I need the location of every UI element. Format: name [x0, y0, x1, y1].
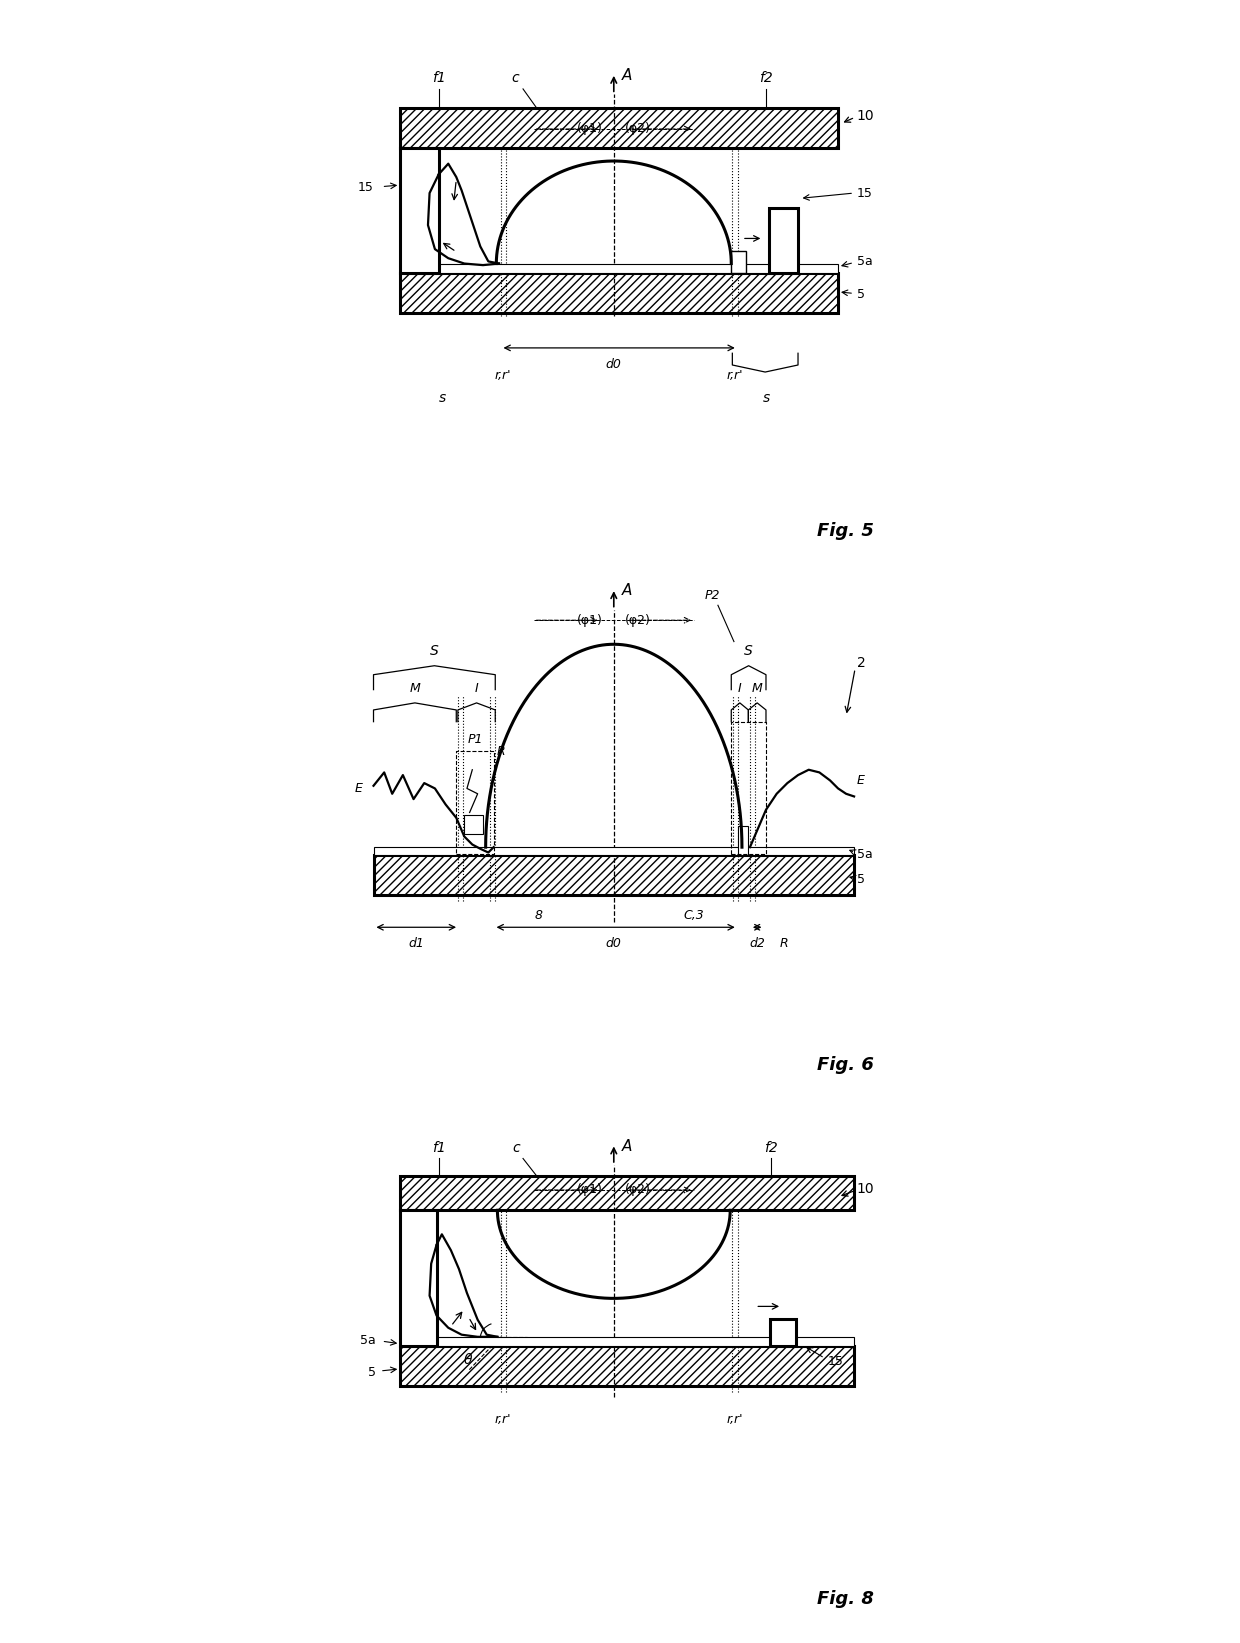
Text: 5: 5	[368, 1365, 376, 1378]
Text: s: s	[763, 391, 770, 404]
Text: A: A	[621, 583, 632, 598]
Text: P2: P2	[704, 588, 720, 601]
Text: S: S	[744, 644, 753, 657]
Text: M: M	[751, 682, 763, 695]
Text: f1: f1	[432, 71, 445, 85]
Bar	[401, 1211, 436, 1347]
Bar	[401, 273, 838, 314]
Text: R: R	[496, 744, 505, 757]
Text: θ: θ	[464, 1352, 471, 1367]
Text: P1: P1	[467, 733, 482, 746]
Text: 15: 15	[857, 187, 873, 199]
Bar	[401, 1176, 854, 1211]
Text: 8: 8	[534, 909, 543, 922]
Text: (φ2): (φ2)	[625, 1183, 650, 1196]
Text: R: R	[779, 937, 787, 950]
Bar	[373, 854, 854, 895]
Text: (φ1): (φ1)	[578, 614, 603, 626]
Text: (φ2): (φ2)	[625, 614, 650, 626]
Bar	[769, 209, 799, 273]
Text: (φ1): (φ1)	[578, 1183, 603, 1196]
Text: r,r': r,r'	[727, 370, 743, 383]
Text: C,3: C,3	[683, 909, 704, 922]
Text: Fig. 5: Fig. 5	[817, 522, 874, 541]
Text: 2: 2	[857, 656, 866, 670]
Text: 5a: 5a	[857, 848, 873, 861]
Bar	[770, 1319, 796, 1347]
Text: r,r': r,r'	[495, 1413, 512, 1426]
Text: 10: 10	[857, 108, 874, 123]
Bar	[464, 815, 482, 835]
Text: c: c	[511, 71, 518, 85]
Text: E: E	[355, 782, 363, 795]
Text: Fig. 6: Fig. 6	[817, 1056, 874, 1075]
Text: d0: d0	[606, 358, 621, 371]
Text: (φ1): (φ1)	[578, 123, 603, 135]
Text: Fig. 8: Fig. 8	[817, 1590, 874, 1608]
Text: 15: 15	[827, 1355, 843, 1369]
Text: M: M	[409, 682, 420, 695]
Text: A: A	[621, 1139, 632, 1153]
Bar	[732, 251, 746, 273]
Text: d2: d2	[749, 937, 765, 950]
Text: A: A	[621, 67, 632, 84]
Text: r,r': r,r'	[495, 370, 512, 383]
Text: d1: d1	[408, 937, 424, 950]
Text: f2: f2	[759, 71, 773, 85]
Text: S: S	[430, 644, 439, 657]
Text: E: E	[857, 774, 864, 787]
Text: f1: f1	[432, 1140, 445, 1155]
Text: f2: f2	[764, 1140, 779, 1155]
Text: d0: d0	[606, 937, 621, 950]
Text: 10: 10	[857, 1181, 874, 1196]
Bar	[373, 848, 854, 854]
Text: I: I	[475, 682, 479, 695]
Text: 15: 15	[357, 181, 373, 194]
Bar	[401, 263, 838, 273]
Bar	[401, 1346, 854, 1387]
Text: 5a: 5a	[857, 255, 873, 268]
Text: s: s	[439, 391, 446, 404]
Text: 5: 5	[857, 872, 864, 886]
Bar	[401, 148, 439, 273]
Text: 5a: 5a	[361, 1334, 376, 1347]
Text: 5: 5	[857, 288, 864, 301]
Bar	[401, 108, 838, 148]
Bar	[738, 826, 749, 854]
Text: (φ2): (φ2)	[625, 123, 650, 135]
Text: c: c	[513, 1140, 521, 1155]
Text: r,r': r,r'	[727, 1413, 743, 1426]
Bar	[401, 1337, 854, 1347]
Text: I: I	[738, 682, 742, 695]
